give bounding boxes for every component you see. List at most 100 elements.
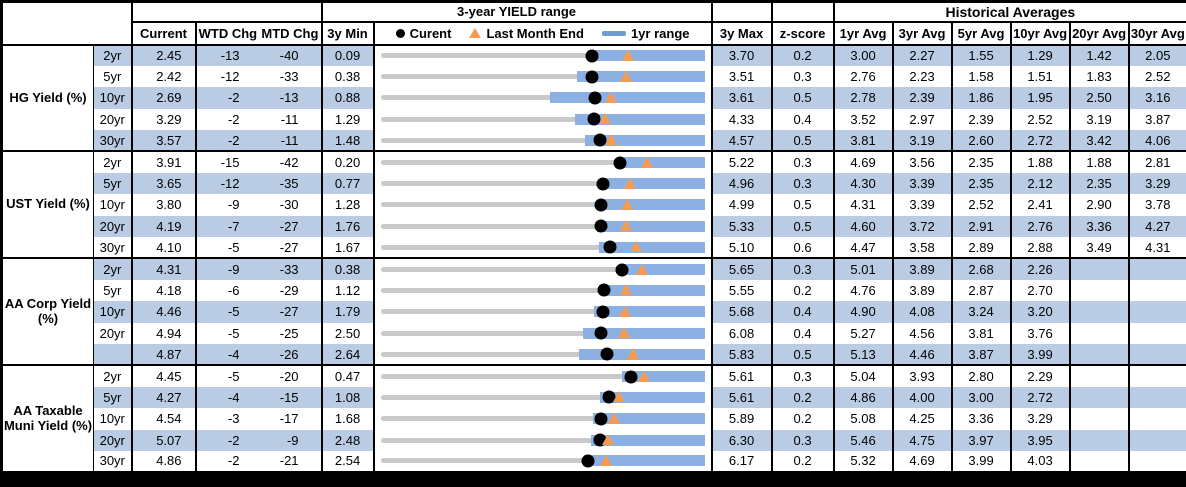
range-chart	[380, 430, 705, 451]
avg-cell-3yr-avg: 4.00	[892, 386, 953, 409]
3y-min-cell: 1.12	[321, 279, 375, 302]
range-chart-cell	[373, 301, 713, 323]
current-dot	[585, 70, 599, 84]
3y-max-cell: 3.70	[711, 44, 773, 66]
range-track	[380, 267, 704, 273]
3y-max-cell: 4.96	[711, 172, 773, 195]
mtd-chg-cell: -30	[259, 194, 323, 216]
avg-cell-3yr-avg: 3.93	[892, 364, 953, 387]
yield-dashboard-table: 3-year YIELD range Historical Averages C…	[0, 0, 1186, 474]
avg-cell-3yr-avg: 4.25	[892, 408, 953, 430]
3y-max-cell: 5.89	[711, 408, 773, 430]
3y-max-cell: 4.99	[711, 194, 773, 216]
range-track	[380, 309, 704, 315]
wtd-chg-cell: -13	[195, 44, 260, 66]
avg-cell-5yr-avg: 3.97	[951, 429, 1012, 451]
avg-cell-1yr-avg: 5.13	[833, 343, 894, 366]
range-chart-cell	[373, 322, 713, 344]
last-month-end-marker	[641, 156, 654, 168]
avg-cell-10yr-avg: 3.99	[1010, 343, 1071, 366]
mtd-chg-cell: -15	[259, 386, 323, 409]
avg-cell-3yr-avg: 2.27	[892, 44, 953, 66]
legend-range-label: 1yr range	[630, 25, 690, 41]
avg-cell-1yr-avg: 5.32	[833, 450, 894, 473]
table-row: 30yr 3.57 -2 -11 1.48 4.57 0.5 3.81 3.19 2.60 2.72…	[2, 130, 1186, 152]
3y-max-cell: 4.33	[711, 108, 773, 131]
3y-max-cell: 3.51	[711, 65, 773, 88]
col-header-wtd-mtd: WTD Chg MTD Chg	[195, 21, 323, 46]
tenor-cell: 10yr	[93, 301, 133, 323]
last-month-end-marker	[601, 434, 614, 446]
3y-min-cell: 2.64	[321, 343, 375, 366]
avg-cell-1yr-avg: 2.78	[833, 87, 894, 109]
avg-cell-5yr-avg: 2.68	[951, 257, 1012, 280]
last-month-end-marker	[604, 92, 617, 104]
tenor-cell: 10yr	[93, 408, 133, 430]
current-dot	[597, 283, 611, 297]
range-chart-cell	[373, 408, 713, 430]
avg-cell-20yr-avg	[1069, 450, 1130, 473]
3y-min-cell: 1.68	[321, 408, 375, 430]
avg-cell-30yr-avg	[1128, 343, 1186, 366]
avg-cell-30yr-avg: 3.16	[1128, 87, 1186, 109]
tenor-cell: 2yr	[93, 257, 133, 280]
current-cell: 4.87	[131, 343, 197, 366]
z-score-cell: 0.5	[771, 194, 835, 216]
one-yr-range-bar	[585, 134, 705, 146]
tenor-cell: 20yr	[93, 429, 133, 451]
mtd-chg-cell: -17	[259, 408, 323, 430]
mtd-chg-cell: -40	[259, 44, 323, 66]
avg-cell-20yr-avg	[1069, 257, 1130, 280]
avg-cell-1yr-avg: 5.04	[833, 364, 894, 387]
range-chart	[380, 109, 705, 130]
avg-cell-5yr-avg: 2.80	[951, 364, 1012, 387]
range-track	[380, 244, 704, 250]
3y-min-cell: 2.50	[321, 322, 375, 344]
avg-cell-5yr-avg: 2.39	[951, 108, 1012, 131]
last-month-end-marker	[617, 327, 630, 339]
one-yr-range-bar	[590, 434, 705, 446]
col-header-1yr-avg: 1yr Avg	[833, 21, 894, 46]
last-month-end-marker	[627, 348, 640, 360]
avg-cell-20yr-avg: 2.35	[1069, 172, 1130, 195]
avg-cell-20yr-avg: 2.90	[1069, 194, 1130, 216]
range-chart	[380, 87, 705, 108]
z-score-cell: 0.5	[771, 343, 835, 366]
range-chart-cell	[373, 65, 713, 88]
table-row: 10yr 2.69 -2 -13 0.88 3.61 0.5 2.78 2.39 1.86 1.95…	[2, 87, 1186, 109]
mtd-chg-cell: -42	[259, 150, 323, 173]
one-yr-range-bar	[600, 178, 705, 190]
3y-max-cell: 6.17	[711, 450, 773, 473]
avg-cell-10yr-avg: 4.03	[1010, 450, 1071, 473]
avg-cell-5yr-avg: 2.91	[951, 215, 1012, 238]
current-dot	[600, 347, 614, 361]
avg-cell-5yr-avg: 1.58	[951, 65, 1012, 88]
range-chart	[380, 301, 705, 322]
last-month-end-marker	[619, 305, 632, 317]
range-track	[380, 53, 704, 59]
avg-cell-3yr-avg: 4.75	[892, 429, 953, 451]
range-chart-cell	[373, 130, 713, 152]
3y-min-cell: 1.67	[321, 237, 375, 259]
range-track	[380, 95, 704, 101]
historical-averages-title: Historical Averages	[833, 1, 1186, 23]
z-score-cell: 0.2	[771, 386, 835, 409]
avg-cell-30yr-avg	[1128, 257, 1186, 280]
avg-cell-30yr-avg: 2.81	[1128, 150, 1186, 173]
range-chart-cell	[373, 429, 713, 451]
one-yr-range-bar	[602, 284, 705, 296]
col-header-wtd-chg: WTD Chg	[198, 25, 258, 41]
wtd-chg-cell: -3	[227, 411, 240, 427]
avg-cell-3yr-avg: 4.08	[892, 301, 953, 323]
last-month-end-marker	[619, 70, 632, 82]
current-dot	[594, 412, 608, 426]
one-yr-range-bar	[593, 306, 705, 318]
z-score-cell: 0.3	[771, 172, 835, 195]
last-month-triangle-icon	[469, 28, 482, 38]
avg-cell-5yr-avg: 2.35	[951, 150, 1012, 173]
avg-cell-1yr-avg: 5.46	[833, 429, 894, 451]
current-cell: 4.10	[131, 237, 197, 259]
current-cell: 4.31	[131, 257, 197, 280]
avg-cell-1yr-avg: 5.27	[833, 322, 894, 344]
last-month-end-marker	[619, 284, 632, 296]
